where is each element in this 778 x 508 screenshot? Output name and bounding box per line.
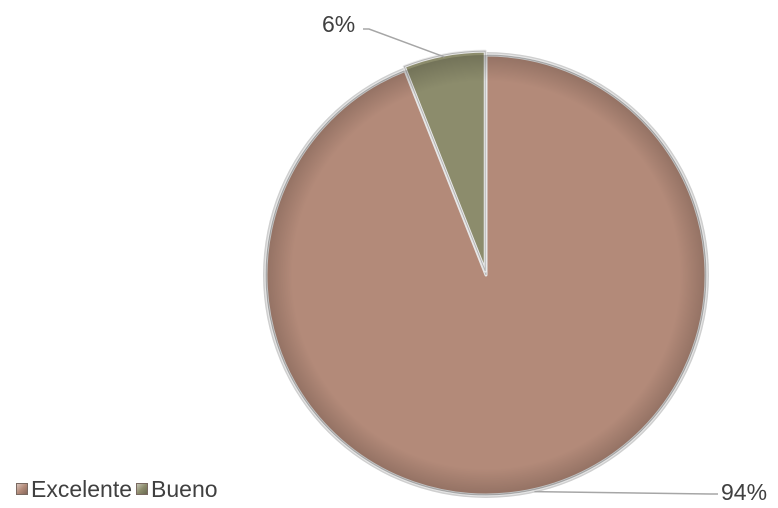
legend-label-bueno: Bueno	[151, 476, 218, 502]
leader-lines	[363, 28, 718, 495]
leader-line-excelente	[534, 490, 718, 495]
legend-item-excelente[interactable]: Excelente	[16, 476, 132, 502]
data-label-excelente: 94%	[721, 479, 767, 505]
legend-label-excelente: Excelente	[31, 476, 133, 502]
legend-swatch-bueno	[136, 483, 149, 495]
pie-slices	[263, 49, 709, 498]
legend-swatch-excelente	[16, 483, 28, 495]
data-label-bueno: 6%	[322, 11, 355, 37]
chart-legend: Excelente Bueno	[16, 476, 222, 502]
leader-line-bueno	[363, 28, 445, 58]
legend-item-bueno[interactable]: Bueno	[136, 476, 218, 502]
